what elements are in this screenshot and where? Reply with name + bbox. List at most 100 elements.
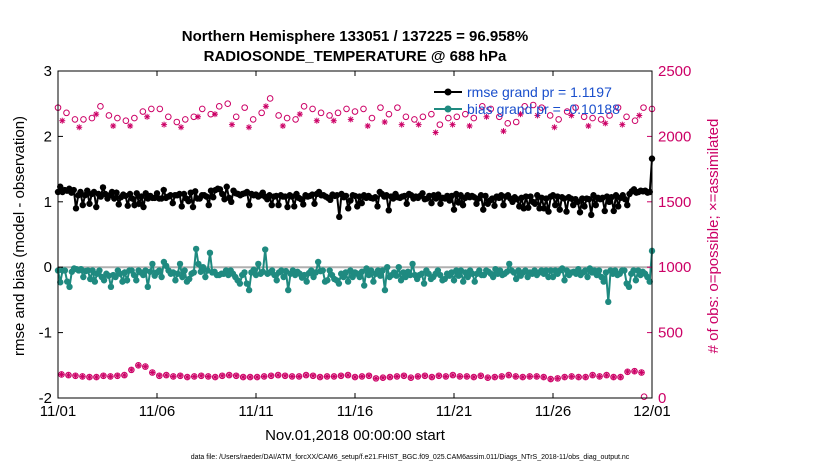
obs-low-assimilated-point: [324, 373, 330, 379]
obs-low-assimilated-point: [107, 373, 113, 379]
rmse-point: [428, 199, 435, 207]
obs-low-possible-point: [456, 373, 464, 380]
obs-asterisk-stroke: [513, 374, 518, 379]
obs-possible-point: [640, 104, 647, 111]
obs-low-possible-point: [540, 373, 547, 381]
rmse-point: [592, 201, 599, 209]
rmse-point: [403, 200, 410, 207]
obs-low-assimilated-point: [310, 373, 316, 379]
bias-point: [133, 277, 140, 284]
rmse-point: [284, 203, 291, 211]
obs-assimilated-point: [398, 121, 405, 128]
obs-low-assimilated-point: [282, 373, 288, 379]
y-tick-label-right: 2000: [658, 128, 691, 145]
obs-asterisk-stroke: [534, 112, 540, 119]
obs-low-possible-point: [393, 373, 401, 380]
obs-possible-point: [215, 103, 223, 110]
bias-point: [356, 273, 363, 281]
obs-low-possible-point: [512, 373, 520, 380]
obs-low-assimilated-point: [289, 373, 295, 379]
obs-asterisk-stroke: [213, 374, 218, 380]
bias-point: [395, 264, 402, 271]
obs-asterisk-stroke: [59, 118, 65, 124]
obs-possible-point: [563, 108, 571, 115]
obs-asterisk-stroke: [590, 372, 595, 378]
x-axis-label: Nov.01,2018 00:00:00 start: [265, 427, 446, 444]
rmse-point: [527, 193, 534, 200]
obs-low-assimilated-point: [58, 371, 64, 377]
obs-asterisk-stroke: [59, 372, 64, 377]
obs-low-possible-point: [428, 373, 436, 381]
obs-low-assimilated-point: [408, 375, 414, 381]
rmse-point: [576, 209, 584, 216]
obs-asterisk-stroke: [450, 122, 456, 128]
obs-low-assimilated-point: [380, 375, 386, 381]
bias-point: [57, 279, 64, 286]
obs-asterisk-stroke: [331, 374, 337, 379]
bias-point: [91, 278, 99, 285]
bias-point: [600, 278, 607, 285]
bias-point: [344, 278, 352, 285]
chart-title-line1: Northern Hemisphere 133051 / 137225 = 96…: [182, 28, 528, 45]
bias-point: [441, 275, 448, 283]
obs-asterisk-stroke: [108, 374, 113, 379]
obs-low-assimilated-point: [373, 375, 379, 381]
obs-assimilated-point: [500, 128, 507, 135]
bias-point: [181, 267, 188, 274]
obs-low-possible-point: [603, 371, 610, 379]
obs-low-possible-point: [582, 373, 589, 381]
obs-asterisk-stroke: [66, 372, 71, 378]
obs-possible-point: [572, 104, 579, 111]
obs-low-assimilated-point: [345, 372, 351, 378]
x-tick-label: 11/26: [535, 403, 571, 420]
rmse-point: [111, 195, 118, 202]
obs-asterisk-stroke: [457, 374, 462, 379]
rmse-point: [246, 201, 253, 209]
rmse-point: [372, 194, 379, 201]
obs-low-possible-point: [302, 371, 310, 379]
obs-low-possible-point: [316, 373, 324, 381]
bias-point: [379, 267, 386, 274]
obs-asterisk-stroke: [178, 124, 184, 130]
rmse-point: [522, 193, 530, 200]
obs-possible-point: [232, 113, 240, 121]
obs-low-possible-point: [72, 372, 79, 380]
obs-possible-point: [385, 110, 393, 118]
rmse-point: [500, 201, 507, 209]
obs-low-possible-point: [260, 373, 268, 380]
obs-possible-point: [198, 105, 206, 113]
obs-possible-point: [334, 109, 342, 117]
rmse-point: [459, 201, 467, 209]
obs-asterisk-stroke: [246, 124, 252, 130]
obs-asterisk-stroke: [485, 375, 490, 380]
obs-low-possible-point: [330, 373, 338, 380]
bias-point: [471, 278, 478, 285]
rmse-point: [167, 192, 174, 199]
bias-point: [262, 246, 269, 253]
rmse-point: [205, 201, 212, 209]
bias-point: [512, 275, 520, 283]
obs-possible-point: [614, 104, 622, 111]
rmse-point: [581, 203, 588, 210]
obs-asterisk-stroke: [464, 374, 469, 379]
bias-point: [66, 283, 73, 291]
rmse-point: [525, 204, 532, 211]
bias-point: [453, 267, 460, 274]
obs-low-possible-point: [281, 372, 289, 380]
y-tick-label-left: 0: [44, 259, 52, 276]
obs-low-possible-point: [295, 373, 303, 380]
obs-asterisk-stroke: [143, 364, 148, 369]
obs-asterisk-stroke: [161, 122, 167, 128]
obs-low-assimilated-point: [597, 373, 603, 379]
obs-asterisk-stroke: [576, 374, 581, 380]
obs-low-assimilated-point: [590, 372, 596, 378]
obs-low-possible-point: [589, 371, 596, 379]
obs-possible-point: [487, 105, 495, 113]
obs-asterisk-stroke: [380, 375, 386, 380]
legend-rmse-marker: [444, 88, 452, 96]
rmse-point: [129, 195, 136, 202]
obs-low-possible-point: [610, 373, 617, 381]
bias-point: [61, 267, 69, 274]
obs-assimilated-point: [534, 112, 541, 119]
bias-point: [561, 277, 568, 284]
